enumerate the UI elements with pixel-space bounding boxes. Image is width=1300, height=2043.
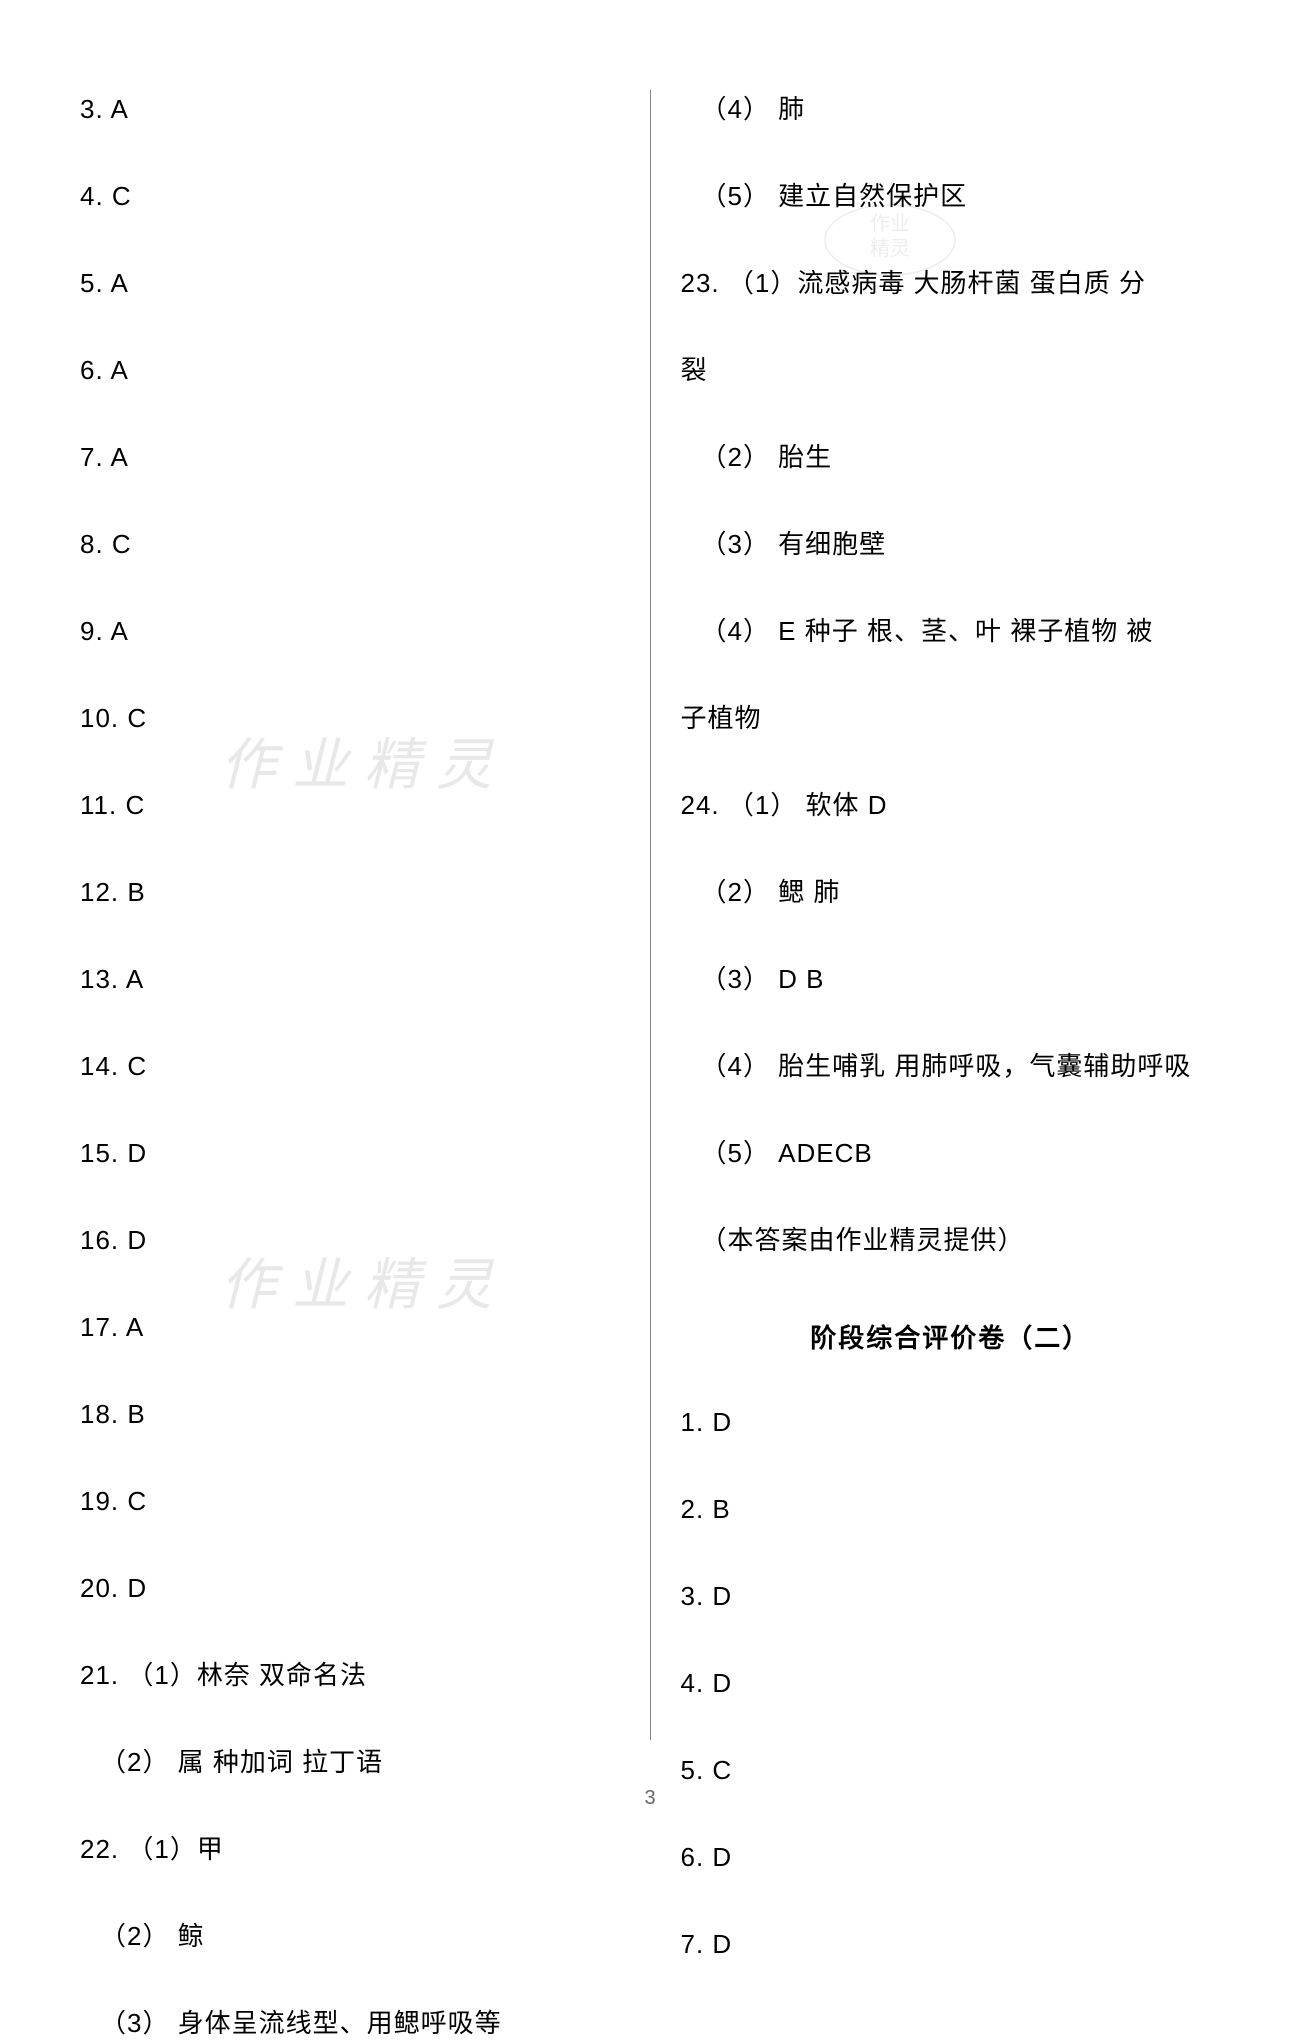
answer-line: 13. A	[80, 960, 620, 999]
answer-line: 10. C	[80, 699, 620, 738]
answer-line: 14. C	[80, 1047, 620, 1086]
answer-line: 3. D	[681, 1577, 1221, 1616]
answer-line: （4） 肺	[681, 90, 1221, 129]
answer-line: （2） 鳃 肺	[681, 873, 1221, 912]
answer-line: 8. C	[80, 525, 620, 564]
answer-line: （2） 胎生	[681, 438, 1221, 477]
answer-line: 12. B	[80, 873, 620, 912]
answer-line: 24. （1） 软体 D	[681, 786, 1221, 825]
answer-line: 1. D	[681, 1403, 1221, 1442]
answer-line: 22. （1）甲	[80, 1830, 620, 1869]
answer-line: 2. B	[681, 1490, 1221, 1529]
answer-line: （本答案由作业精灵提供）	[681, 1221, 1221, 1260]
section-title: 阶段综合评价卷（二）	[681, 1318, 1221, 1355]
answer-line: 4. C	[80, 177, 620, 216]
answer-line: （4） E 种子 根、茎、叶 裸子植物 被	[681, 612, 1221, 651]
answer-line: 5. A	[80, 264, 620, 303]
answer-line: 20. D	[80, 1569, 620, 1608]
answer-line: 4. D	[681, 1664, 1221, 1703]
answer-line: 15. D	[80, 1134, 620, 1173]
answer-line: 17. A	[80, 1308, 620, 1347]
answer-line: 子植物	[681, 699, 1221, 738]
page-container: 3. A 4. C 5. A 6. A 7. A 8. C 9. A 10. C 11. C 12…	[0, 0, 1300, 1780]
right-column: （4） 肺 （5） 建立自然保护区 23. （1）流感病毒 大肠杆菌 蛋白质 分裂 （…	[651, 90, 1221, 1740]
answer-line: 7. A	[80, 438, 620, 477]
answer-line: （3） 有细胞壁	[681, 525, 1221, 564]
answer-line: 6. A	[80, 351, 620, 390]
answer-line: （3） 身体呈流线型、用鳃呼吸等	[80, 2004, 620, 2043]
answer-line: 9. A	[80, 612, 620, 651]
answer-line: （5） ADECB	[681, 1134, 1221, 1173]
answer-line: 6. D	[681, 1838, 1221, 1877]
answer-line: 5. C	[681, 1751, 1221, 1790]
answer-line: 3. A	[80, 90, 620, 129]
answer-line: （2） 属 种加词 拉丁语	[80, 1743, 620, 1782]
page-number: 3	[644, 1787, 655, 1810]
answer-line: 21. （1）林奈 双命名法	[80, 1656, 620, 1695]
left-column: 3. A 4. C 5. A 6. A 7. A 8. C 9. A 10. C 11. C 12…	[80, 90, 650, 1740]
answer-line: 裂	[681, 351, 1221, 390]
answer-line: 7. D	[681, 1925, 1221, 1964]
answer-line: 11. C	[80, 786, 620, 825]
answer-line: 23. （1）流感病毒 大肠杆菌 蛋白质 分	[681, 264, 1221, 303]
answer-line: 19. C	[80, 1482, 620, 1521]
answer-line: （3） D B	[681, 960, 1221, 999]
answer-line: （5） 建立自然保护区	[681, 177, 1221, 216]
answer-line: 18. B	[80, 1395, 620, 1434]
answer-line: （4） 胎生哺乳 用肺呼吸，气囊辅助呼吸	[681, 1047, 1221, 1086]
answer-line: 16. D	[80, 1221, 620, 1260]
answer-line: （2） 鲸	[80, 1917, 620, 1956]
